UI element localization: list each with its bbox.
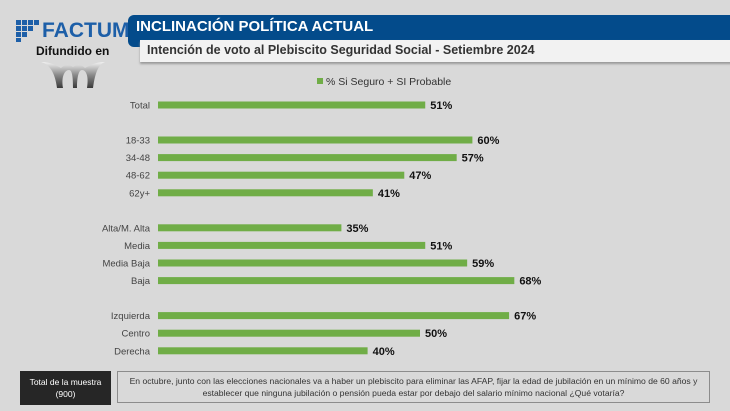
value-label: 50% — [425, 328, 447, 340]
sample-size-box: Total de la muestra (900) — [20, 371, 111, 405]
category-label: Total — [130, 101, 150, 112]
bar-row: Derecha 40% — [114, 346, 395, 358]
category-label: 18-33 — [126, 136, 150, 147]
category-label: 62y+ — [129, 188, 150, 199]
bar — [158, 171, 405, 179]
bar-row: 62y+ 41% — [129, 188, 400, 200]
bar — [158, 154, 457, 162]
bar-row: 18-33 60% — [126, 135, 500, 147]
bar — [158, 136, 473, 144]
legend-label: % Si Seguro + SI Probable — [326, 76, 452, 88]
category-label: Alta/M. Alta — [102, 223, 151, 234]
bar — [158, 329, 420, 337]
value-label: 41% — [378, 188, 400, 200]
distributed-label: Difundido en — [36, 44, 110, 58]
value-label: 51% — [430, 240, 452, 252]
value-label: 60% — [477, 135, 499, 147]
bar-row: 34-48 57% — [126, 153, 484, 165]
value-label: 59% — [472, 258, 494, 270]
category-label: Derecha — [114, 346, 151, 357]
legend-swatch — [317, 78, 323, 84]
media-w-logo-icon — [41, 62, 105, 88]
bar — [158, 277, 515, 285]
bar-row: Media 51% — [124, 240, 452, 252]
bar — [158, 224, 342, 232]
sample-size: (900) — [55, 389, 76, 399]
bar — [158, 259, 468, 267]
value-label: 51% — [430, 100, 452, 112]
factum-logo-icon — [16, 20, 40, 42]
category-label: Izquierda — [111, 311, 151, 322]
bar-row: Baja 68% — [131, 276, 542, 288]
bar — [158, 101, 426, 109]
category-label: 34-48 — [126, 153, 150, 164]
category-label: Media — [124, 241, 151, 252]
value-label: 68% — [519, 276, 541, 288]
survey-question: En octubre, junto con las elecciones nac… — [117, 371, 710, 403]
bar-row: 48-62 47% — [126, 170, 432, 182]
factum-logo: FACTUM Difundido en — [14, 18, 130, 98]
bar — [158, 347, 368, 355]
category-label: 48-62 — [126, 171, 150, 182]
bar-chart: Total 51% 18-33 60% 34-48 57% 48-62 47% 62y+ 41% A… — [102, 100, 542, 358]
value-label: 57% — [462, 153, 484, 165]
value-label: 35% — [346, 223, 368, 235]
sample-label: Total de la muestra — [29, 377, 102, 387]
value-label: 47% — [409, 170, 431, 182]
chart-legend: % Si Seguro + SI Probable — [317, 76, 451, 88]
value-label: 40% — [373, 346, 395, 358]
category-label: Media Baja — [102, 259, 150, 270]
bar — [158, 241, 426, 249]
value-label: 67% — [514, 311, 536, 323]
page-title: INCLINACIÓN POLÍTICA ACTUAL — [136, 18, 374, 35]
survey-question-text: En octubre, junto con las elecciones nac… — [129, 376, 698, 398]
factum-logo-text: FACTUM — [42, 19, 130, 42]
category-label: Baja — [131, 276, 151, 287]
bar-row: Media Baja 59% — [102, 258, 494, 270]
bar-row: Izquierda 67% — [111, 311, 536, 323]
page-subtitle: Intención de voto al Plebiscito Segurida… — [147, 43, 535, 57]
bar — [158, 312, 510, 320]
category-label: Centro — [121, 329, 150, 340]
bar-row: Alta/M. Alta 35% — [102, 223, 369, 235]
subtitle-banner — [140, 40, 730, 62]
bar — [158, 189, 373, 197]
bar-row: Centro 50% — [121, 328, 447, 340]
bar-row: Total 51% — [130, 100, 453, 112]
